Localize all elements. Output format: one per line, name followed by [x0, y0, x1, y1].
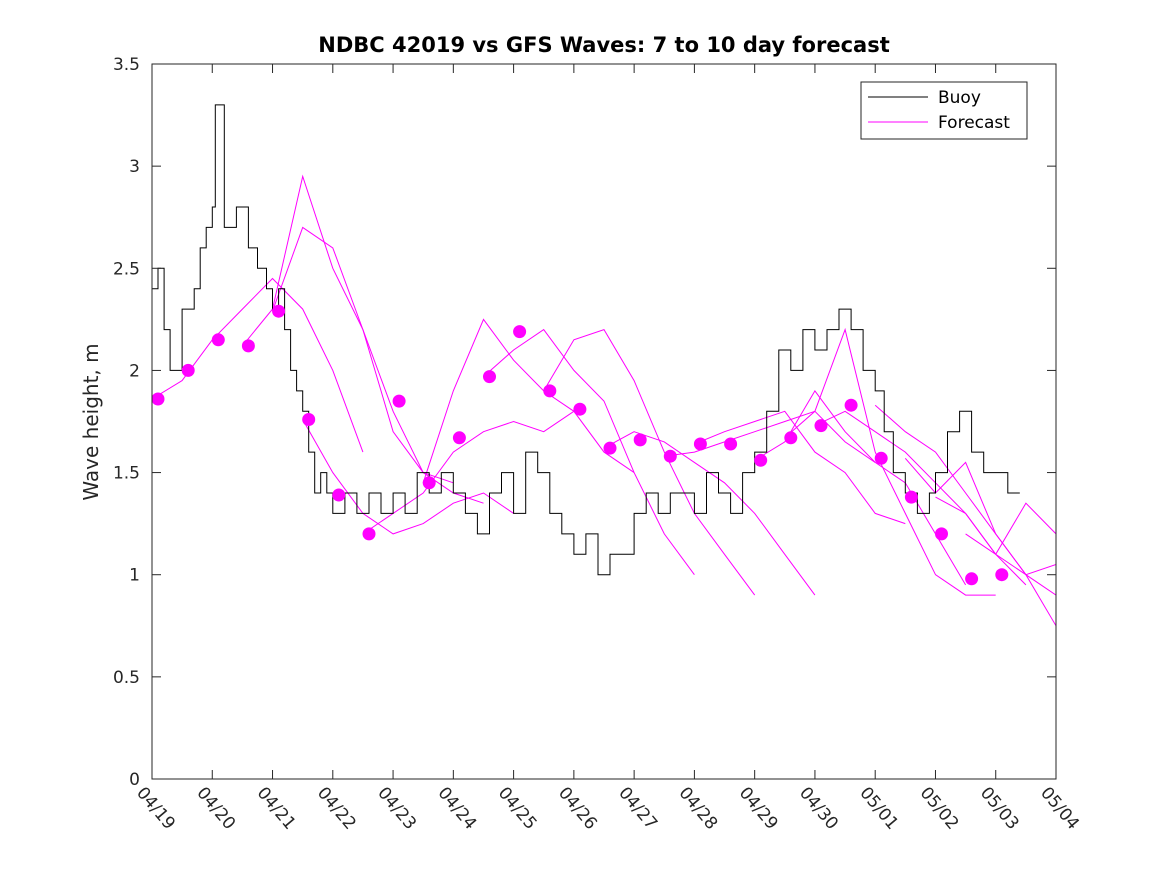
forecast-run-line-4 [302, 419, 514, 535]
forecast-marker-29 [995, 568, 1009, 582]
forecast-marker-28 [965, 572, 979, 586]
y-tick-label: 2.5 [113, 259, 140, 279]
forecast-marker-24 [844, 398, 858, 412]
axes-box [151, 63, 1057, 780]
forecast-run-line-18 [965, 502, 1056, 556]
forecast-marker-5 [272, 304, 286, 318]
forecast-marker-4 [241, 339, 255, 353]
forecast-marker-2 [181, 363, 195, 377]
y-tick-label: 0.5 [113, 668, 140, 688]
forecast-run-line-6 [422, 318, 635, 483]
forecast-marker-7 [332, 488, 346, 502]
y-tick-label: 3 [129, 157, 140, 177]
forecast-run-line-7 [483, 328, 695, 575]
forecast-marker-6 [302, 413, 316, 426]
y-tick-label: 0 [129, 770, 140, 790]
forecast-marker-21 [754, 453, 768, 467]
forecast-marker-11 [452, 431, 466, 445]
legend-buoy-label: Buoy [938, 88, 981, 108]
forecast-marker-13 [513, 325, 527, 339]
legend-forecast-label: Forecast [938, 113, 1010, 133]
forecast-marker-23 [814, 419, 828, 433]
forecast-marker-3 [211, 333, 225, 347]
forecast-marker-22 [784, 431, 798, 445]
forecast-marker-26 [904, 490, 918, 504]
y-tick-label: 1 [129, 566, 140, 586]
y-axis-label: Wave height, m [79, 343, 103, 500]
forecast-marker-8 [362, 527, 376, 541]
forecast-marker-15 [573, 402, 587, 416]
forecast-run-line-3 [272, 226, 484, 504]
forecast-marker-10 [422, 476, 436, 490]
legend-box [860, 81, 1028, 140]
forecast-run-line-2 [242, 174, 454, 484]
forecast-marker-12 [483, 370, 496, 384]
buoy-line [152, 104, 1020, 576]
chart-title: NDBC 42019 vs GFS Waves: 7 to 10 day for… [318, 33, 889, 57]
forecast-marker-20 [724, 437, 738, 451]
legend: Buoy Forecast [860, 81, 1028, 140]
y-tick-label: 3.5 [113, 55, 140, 75]
y-tick-label: 1.5 [113, 464, 140, 484]
forecast-run-line-8 [543, 328, 756, 596]
forecast-run-line-16 [904, 457, 1056, 627]
forecast-run-line-11 [694, 410, 906, 525]
forecast-marker-27 [935, 527, 948, 541]
forecast-marker-1 [152, 392, 165, 406]
forecast-marker-14 [543, 384, 557, 398]
forecast-marker-18 [663, 449, 677, 463]
forecast-marker-25 [874, 451, 888, 465]
forecast-run-line-13 [784, 327, 996, 596]
plot-area [152, 104, 1056, 627]
forecast-marker-17 [633, 433, 647, 447]
y-tick-label: 2 [129, 361, 140, 381]
forecast-marker-9 [392, 394, 406, 408]
forecast-run-line-5 [362, 410, 575, 535]
forecast-marker-16 [603, 441, 617, 455]
forecast-marker-19 [693, 437, 707, 451]
